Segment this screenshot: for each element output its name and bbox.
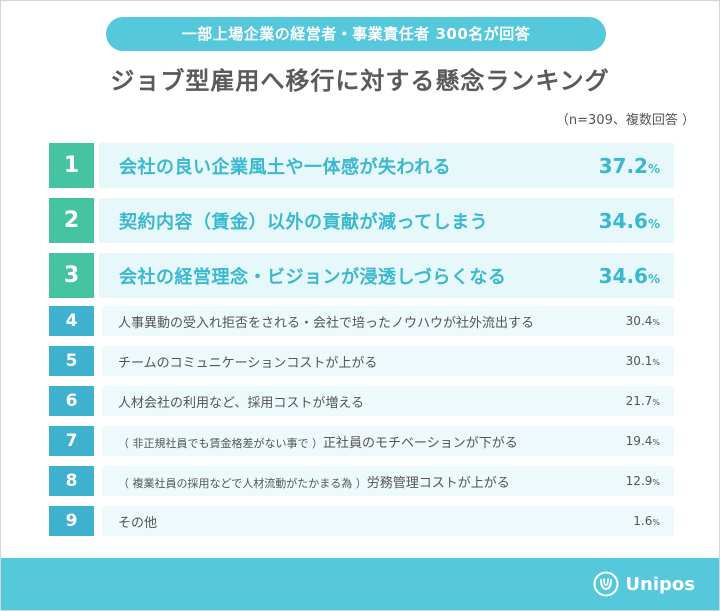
percentage-unit: % <box>652 438 660 447</box>
concern-text: 正社員のモチベーションが下がる <box>323 435 518 451</box>
brand-logo: Unipos <box>593 569 695 599</box>
rank-number: 3 <box>49 253 94 298</box>
respondents-badge: 一部上場企業の経営者・事業責任者 300名が回答 <box>106 17 606 51</box>
rank-row: 4 人事異動の受入れ拒否をされる・会社で培ったノウハウが社外流出する 30.4% <box>49 306 674 336</box>
percentage-unit: % <box>652 358 660 367</box>
percentage-unit: % <box>647 161 660 176</box>
concern-text: 人事異動の受入れ拒否をされる・会社で培ったノウハウが社外流出する <box>118 315 535 331</box>
concern-prefix: （ 非正規社員でも賃金格差がない事で ） <box>118 436 323 450</box>
percentage-value: 12.9 <box>625 474 653 488</box>
percentage-value: 30.1 <box>625 354 653 368</box>
rank-row: 3 会社の経営理念・ビジョンが浸透しづらくなる 34.6% <box>49 253 674 298</box>
percentage-value: 1.6 <box>633 514 653 528</box>
concern-label: 会社の良い企業風土や一体感が失われる <box>119 153 451 179</box>
rank-number: 8 <box>49 466 94 496</box>
concern-percentage: 19.4% <box>626 434 660 448</box>
percentage-unit: % <box>647 271 660 286</box>
concern-label: 人事異動の受入れ拒否をされる・会社で培ったノウハウが社外流出する <box>118 312 534 331</box>
rank-bar: 会社の良い企業風土や一体感が失われる 37.2% <box>99 143 674 188</box>
sample-note: （n=309、複数回答 ） <box>555 113 695 128</box>
rank-row: 8 （ 複業社員の採用などで人材流動がたかまる為 ）労務管理コストが上がる 12.9… <box>49 466 674 496</box>
percentage-unit: % <box>647 216 660 231</box>
concern-label: 契約内容（賃金）以外の貢献が減ってしまう <box>119 208 488 234</box>
concern-label: 会社の経営理念・ビジョンが浸透しづらくなる <box>119 263 506 289</box>
percentage-unit: % <box>652 398 660 407</box>
percentage-unit: % <box>652 478 660 487</box>
rank-row: 1 会社の良い企業風土や一体感が失われる 37.2% <box>49 143 674 188</box>
rank-row: 9 その他 1.6% <box>49 506 674 536</box>
rank-bar: 人事異動の受入れ拒否をされる・会社で培ったノウハウが社外流出する 30.4% <box>102 306 674 336</box>
concern-label: （ 非正規社員でも賃金格差がない事で ）正社員のモチベーションが下がる <box>118 432 518 451</box>
rank-row: 2 契約内容（賃金）以外の貢献が減ってしまう 34.6% <box>49 198 674 243</box>
rank-number: 1 <box>49 143 94 188</box>
concern-percentage: 34.6% <box>599 209 660 233</box>
page-title: ジョブ型雇用へ移行に対する懸念ランキング <box>110 67 610 95</box>
concern-text: 人材会社の利用など、採用コストが増える <box>118 395 364 411</box>
concern-text: 労務管理コストが上がる <box>366 475 510 491</box>
percentage-unit: % <box>652 318 660 327</box>
rank-bar: （ 非正規社員でも賃金格差がない事で ）正社員のモチベーションが下がる 19.4% <box>102 426 674 456</box>
percentage-value: 19.4 <box>625 434 653 448</box>
footer-bar: Unipos <box>1 558 719 610</box>
rank-bar: 人材会社の利用など、採用コストが増える 21.7% <box>102 386 674 416</box>
concern-label: チームのコミュニケーションコストが上がる <box>118 352 377 371</box>
unipos-logo-icon <box>593 571 619 597</box>
rank-row: 5 チームのコミュニケーションコストが上がる 30.1% <box>49 346 674 376</box>
concern-text: 契約内容（賃金）以外の貢献が減ってしまう <box>119 211 489 233</box>
concern-label: 人材会社の利用など、採用コストが増える <box>118 392 364 411</box>
concern-text: チームのコミュニケーションコストが上がる <box>118 355 378 371</box>
concern-prefix: （ 複業社員の採用などで人材流動がたかまる為 ） <box>118 476 367 490</box>
rank-row: 6 人材会社の利用など、採用コストが増える 21.7% <box>49 386 674 416</box>
rank-number: 6 <box>49 386 94 416</box>
concern-percentage: 30.4% <box>626 314 660 328</box>
percentage-unit: % <box>652 518 660 527</box>
concern-label: その他 <box>118 512 157 531</box>
concern-percentage: 34.6% <box>599 264 660 288</box>
logo-text: Unipos <box>625 573 695 595</box>
rank-bar: 契約内容（賃金）以外の貢献が減ってしまう 34.6% <box>99 198 674 243</box>
concern-text: 会社の経営理念・ビジョンが浸透しづらくなる <box>119 266 507 288</box>
rank-bar: 会社の経営理念・ビジョンが浸透しづらくなる 34.6% <box>99 253 674 298</box>
rank-bar: チームのコミュニケーションコストが上がる 30.1% <box>102 346 674 376</box>
concern-text: 会社の良い企業風土や一体感が失われる <box>119 156 452 178</box>
concern-text: その他 <box>118 515 158 531</box>
percentage-value: 34.6 <box>598 263 648 288</box>
rank-number: 5 <box>49 346 94 376</box>
percentage-value: 30.4 <box>625 314 653 328</box>
concern-percentage: 21.7% <box>626 394 660 408</box>
concern-percentage: 30.1% <box>626 354 660 368</box>
rank-bar: その他 1.6% <box>102 506 674 536</box>
concern-percentage: 37.2% <box>599 154 660 178</box>
rank-number: 4 <box>49 306 94 336</box>
rank-number: 7 <box>49 426 94 456</box>
percentage-value: 34.6 <box>598 208 648 233</box>
concern-percentage: 12.9% <box>626 474 660 488</box>
percentage-value: 37.2 <box>598 153 648 178</box>
rank-row: 7 （ 非正規社員でも賃金格差がない事で ）正社員のモチベーションが下がる 19.4… <box>49 426 674 456</box>
concern-label: （ 複業社員の採用などで人材流動がたかまる為 ）労務管理コストが上がる <box>118 472 510 491</box>
rank-number: 9 <box>49 506 94 536</box>
rank-bar: （ 複業社員の採用などで人材流動がたかまる為 ）労務管理コストが上がる 12.9% <box>102 466 674 496</box>
rank-number: 2 <box>49 198 94 243</box>
percentage-value: 21.7 <box>625 394 653 408</box>
concern-percentage: 1.6% <box>633 514 660 528</box>
